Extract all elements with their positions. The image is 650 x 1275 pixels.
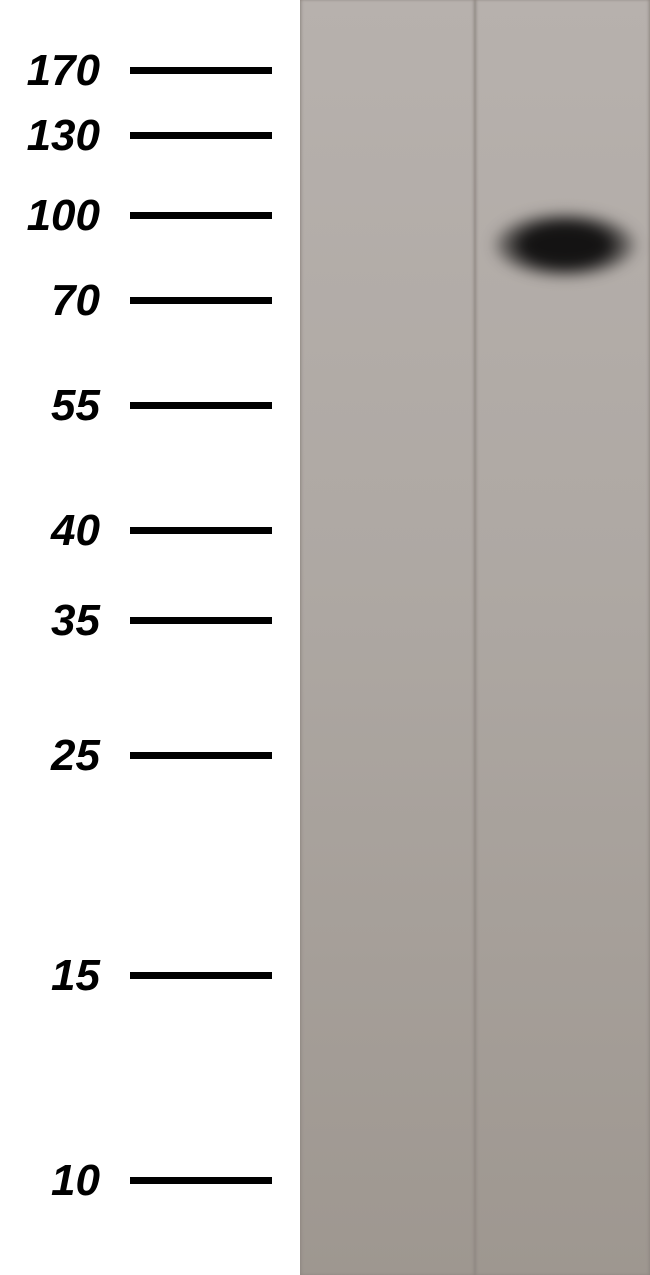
lane xyxy=(475,0,650,1275)
ladder-label: 70 xyxy=(10,276,100,326)
ladder-tick xyxy=(130,752,272,759)
ladder-label: 130 xyxy=(10,111,100,161)
ladder-label: 15 xyxy=(10,951,100,1001)
ladder-tick xyxy=(130,617,272,624)
membrane-lanes xyxy=(300,0,650,1275)
ladder-tick xyxy=(130,297,272,304)
ladder-tick xyxy=(130,132,272,139)
ladder-label: 100 xyxy=(10,191,100,241)
ladder-tick xyxy=(130,527,272,534)
ladder-tick xyxy=(130,402,272,409)
ladder-label: 40 xyxy=(10,506,100,556)
ladder-tick xyxy=(130,1177,272,1184)
ladder-tick xyxy=(130,212,272,219)
blot-figure: 170 130 100 70 55 40 35 25 15 10 xyxy=(0,0,650,1275)
lane xyxy=(300,0,475,1275)
ladder-label: 10 xyxy=(10,1156,100,1206)
ladder-label: 25 xyxy=(10,731,100,781)
ladder-label: 35 xyxy=(10,596,100,646)
ladder-label: 55 xyxy=(10,381,100,431)
ladder-tick xyxy=(130,67,272,74)
ladder-label: 170 xyxy=(10,46,100,96)
ladder-tick xyxy=(130,972,272,979)
protein-band xyxy=(490,210,640,280)
